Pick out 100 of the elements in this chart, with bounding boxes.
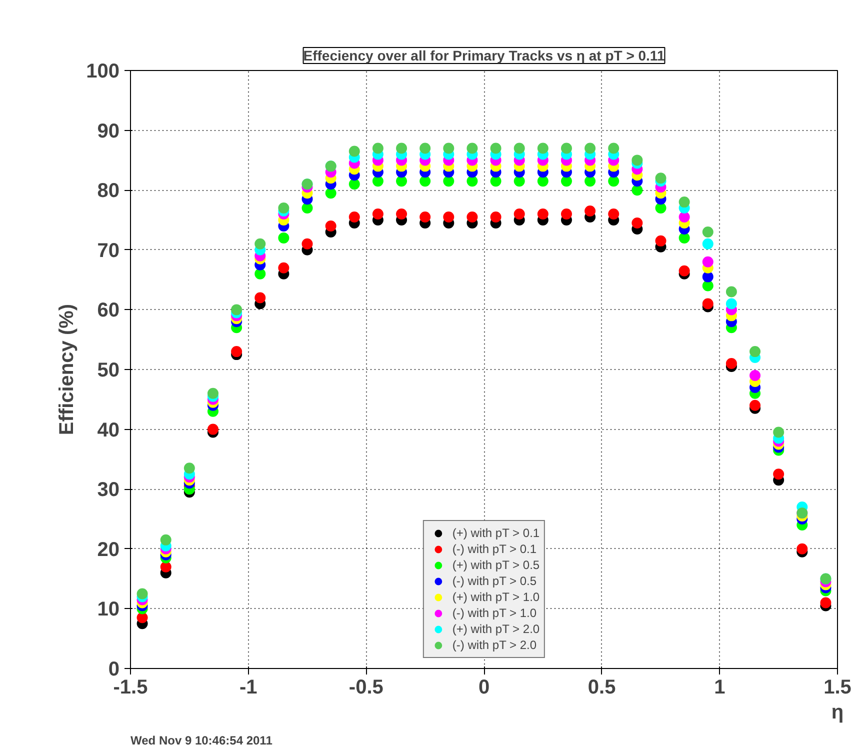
legend-label: (+) with pT > 1.0	[452, 589, 540, 605]
point	[702, 226, 714, 238]
point	[136, 612, 148, 624]
point	[466, 212, 478, 222]
point	[678, 232, 690, 244]
point	[302, 202, 313, 214]
point	[372, 208, 384, 220]
point	[396, 142, 408, 154]
point	[773, 468, 784, 480]
point	[184, 462, 195, 474]
x-tick-label: 1.5	[824, 676, 852, 698]
point	[632, 154, 643, 166]
point	[702, 280, 714, 292]
y-tick-label: 80	[97, 180, 120, 202]
point	[254, 292, 266, 304]
x-tick-label: 1	[714, 676, 726, 698]
point	[702, 238, 714, 250]
point	[231, 304, 242, 316]
x-tick-label: -1	[239, 676, 258, 698]
point	[537, 142, 548, 154]
point	[136, 588, 148, 600]
point	[278, 232, 290, 244]
legend-label: (-) with pT > 1.0	[452, 605, 537, 621]
point	[396, 176, 408, 187]
legend-label: (+) with pT > 2.0	[452, 621, 540, 637]
point	[160, 534, 172, 546]
point	[278, 202, 290, 214]
point	[325, 220, 336, 232]
point	[254, 268, 266, 280]
point	[514, 176, 525, 187]
y-tick-label: 20	[97, 538, 120, 561]
point	[632, 184, 643, 196]
point	[514, 142, 525, 154]
point	[302, 238, 313, 250]
point	[348, 146, 360, 157]
point	[160, 561, 172, 572]
text: Wed Nov 9 10:46:54 2011	[130, 734, 273, 748]
x-tick-label: 0.5	[588, 676, 616, 698]
point	[796, 543, 808, 554]
point	[560, 208, 572, 220]
legend-label: (-) with pT > 2.0	[452, 637, 537, 653]
legend-label: (+) with pT > 0.5	[452, 557, 540, 573]
point	[420, 176, 431, 187]
point	[278, 262, 290, 274]
point	[348, 212, 360, 222]
point	[231, 346, 242, 358]
point	[773, 426, 784, 438]
point	[490, 176, 502, 187]
point	[537, 208, 548, 220]
point	[702, 256, 714, 268]
point	[678, 196, 690, 208]
point	[608, 142, 620, 154]
y-axis-title: Efficiency (%)	[56, 304, 78, 436]
point	[396, 208, 408, 220]
legend-label: (-) with pT > 0.1	[452, 541, 537, 557]
point	[702, 271, 714, 282]
y-tick-label: 70	[97, 240, 120, 262]
y-tick-label: 50	[97, 360, 120, 382]
point	[207, 388, 218, 399]
point	[584, 142, 596, 154]
point	[443, 212, 454, 222]
point	[325, 188, 336, 199]
point	[608, 208, 620, 220]
point	[443, 142, 454, 154]
point	[420, 212, 431, 222]
point	[678, 212, 690, 222]
point	[372, 142, 384, 154]
x-tick-label: -0.5	[348, 676, 384, 698]
point	[443, 176, 454, 187]
y-tick-label: 30	[97, 479, 120, 502]
point	[537, 176, 548, 187]
point	[655, 235, 666, 246]
point	[608, 176, 620, 187]
point	[514, 208, 525, 220]
point	[207, 424, 218, 435]
point	[490, 212, 502, 222]
point	[655, 172, 666, 184]
point	[560, 142, 572, 154]
point	[750, 346, 761, 358]
point	[678, 265, 690, 276]
x-axis-title: η	[831, 702, 844, 724]
point	[726, 358, 737, 370]
point	[632, 218, 643, 228]
y-tick-label: 90	[97, 120, 120, 142]
point	[490, 142, 502, 154]
legend-label: (-) with pT > 0.5	[452, 573, 537, 589]
point	[702, 298, 714, 310]
point	[372, 176, 384, 187]
y-tick-label: 10	[97, 598, 120, 621]
point	[560, 176, 572, 187]
y-tick-label: 60	[97, 300, 120, 322]
point	[726, 298, 737, 310]
point	[750, 400, 761, 411]
point	[726, 286, 737, 298]
point	[820, 597, 832, 608]
point	[750, 370, 761, 381]
point	[466, 176, 478, 187]
legend-label: (+) with pT > 0.1	[452, 525, 540, 541]
x-tick-label: 0	[478, 676, 490, 698]
point	[655, 202, 666, 214]
